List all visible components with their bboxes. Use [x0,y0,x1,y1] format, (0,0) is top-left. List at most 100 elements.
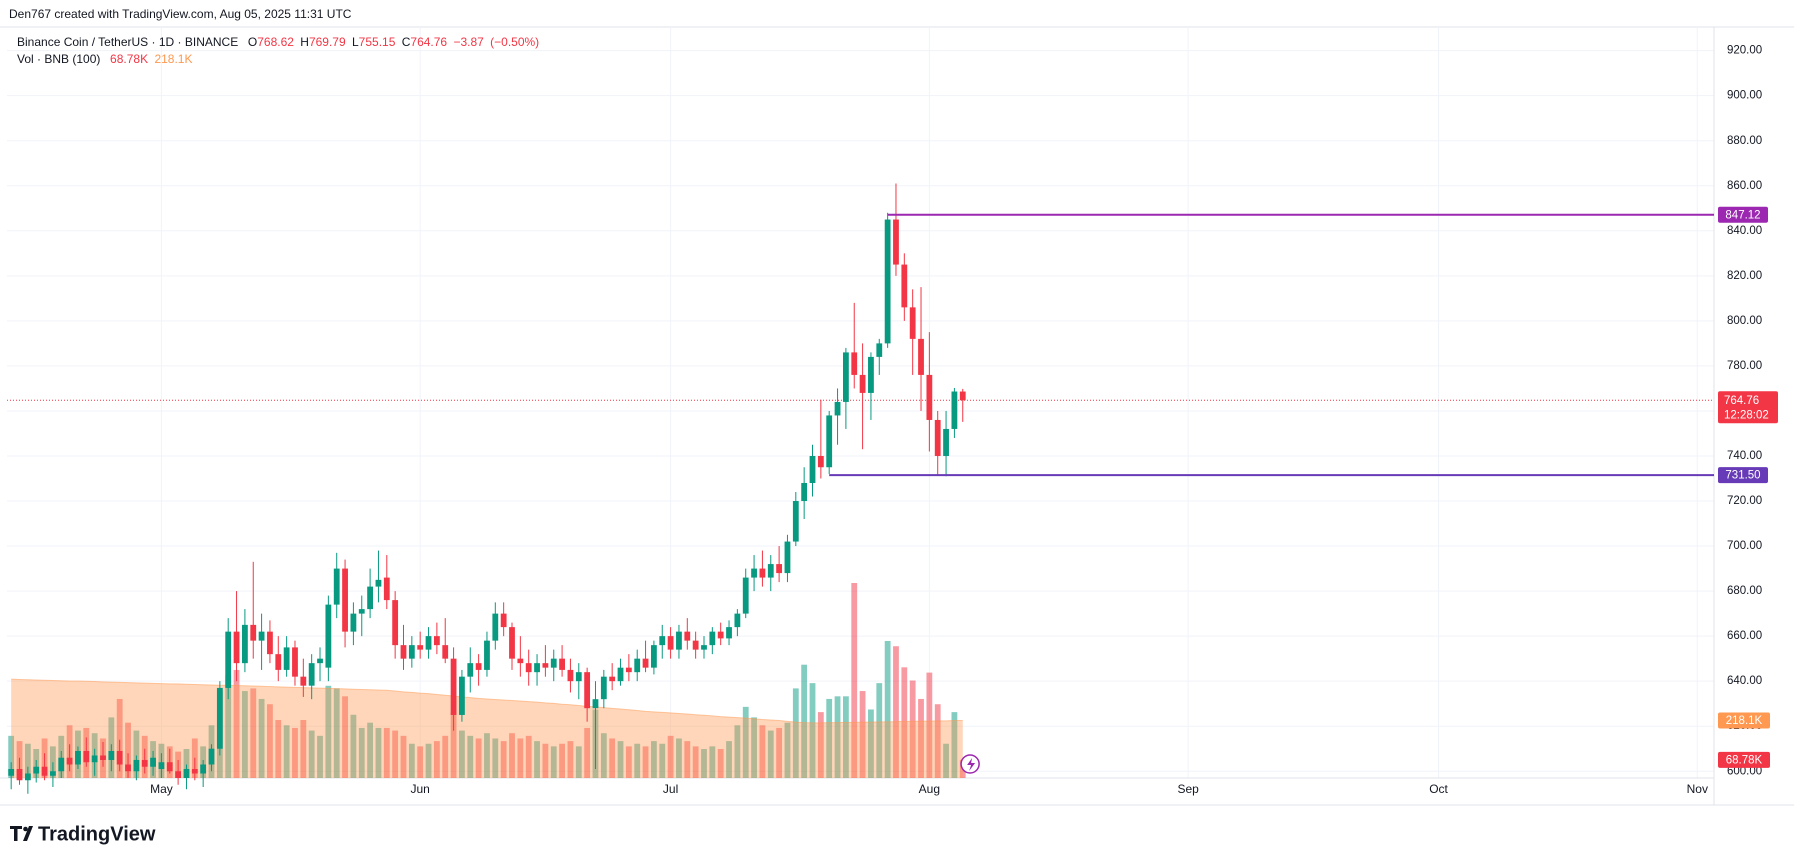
symbol: Binance Coin / TetherUS · 1D · BINANCE [17,35,239,49]
candle-body [450,658,457,715]
volume-bar [709,746,716,778]
h-label: H [300,35,309,49]
countdown: 12:28:02 [1724,409,1769,421]
candle-body [525,663,532,673]
volume-bar [893,646,899,778]
x-tick-label: Jun [411,782,430,796]
candle-body [550,658,557,668]
y-tick-label: 840.00 [1727,225,1762,237]
volume-bar [834,696,841,778]
y-tick-label: 820.00 [1727,270,1762,282]
volume-bar [300,720,307,778]
volume-marker-label: 218.1K [1726,715,1763,727]
volume-bar [559,743,565,778]
volume-bar [884,640,891,778]
volume-bar [258,698,265,778]
volume-bar [417,746,424,778]
volume-bar [425,743,432,778]
volume-bar [751,717,757,778]
y-tick-label: 860.00 [1727,180,1762,192]
volume-bar [625,746,632,778]
candle-body [41,766,48,776]
volume-ma-last: 218.1K [154,52,193,66]
volume-bar [584,727,591,778]
last-price-marker [1718,391,1778,424]
candle-body [801,483,808,502]
candle-body [625,667,632,673]
candle-body [642,658,649,668]
legend-row: Binance Coin / TetherUS · 1D · BINANCE O… [17,34,542,51]
candle-body [484,640,490,670]
candle-body [667,636,674,650]
candle-body [634,658,641,673]
volume-bar [575,746,582,778]
candle-body [726,627,732,639]
volume-bar [325,685,332,778]
legend: Binance Coin / TetherUS · 1D · BINANCE O… [17,34,542,68]
candle-body [367,586,374,610]
volume-bar [550,746,557,778]
candle-body [959,391,966,401]
volume-bar [734,725,741,778]
candle-body [208,748,215,765]
candle-body [534,663,540,673]
candle-body [492,613,499,641]
candle-body [717,631,724,639]
candle-body [325,604,332,668]
candle-body [308,663,315,686]
candle-body [16,768,23,781]
candle-body [584,672,591,709]
y-tick-label: 900.00 [1727,90,1762,102]
brand-logo [10,826,33,841]
candle-body [50,771,56,776]
volume-bar [292,727,298,778]
candle-body [842,352,849,402]
volume-bar [943,743,949,778]
volume-bar [567,741,574,778]
candle-body [358,609,365,614]
candle-body [817,455,824,468]
volume-bar [492,738,499,778]
volume-bar [283,725,290,778]
volume-bar [701,749,707,778]
volume-bar [250,688,257,778]
alert-icon-bolt [967,758,976,771]
header: Den767 created with TradingView.com, Aug… [9,7,352,21]
candle-body [75,750,81,765]
volume-bar [634,743,641,778]
candle-body [751,568,757,578]
x-tick-label: Jul [663,782,678,796]
volume-bar [350,714,357,778]
l-label: L [351,35,359,49]
open: 768.62 [257,35,294,49]
volume-bar [759,725,766,778]
candle-body [166,762,173,772]
candle-body [909,307,916,339]
candle-body [792,501,799,542]
x-tick-label: Nov [1687,782,1708,796]
volume-bar [484,733,490,778]
volume-bar [918,698,924,778]
volume-bar [8,735,15,778]
candle-body [684,631,691,641]
candle-body [659,636,666,646]
candle-body [542,663,549,668]
volume-bar [375,727,382,778]
candle-body [267,631,273,655]
volume-ma-line [11,678,963,724]
candle-body [868,356,874,393]
volume-bar [509,733,515,778]
candle-body [567,669,574,682]
candle-body [934,419,941,456]
last-price-label: 764.76 [1724,395,1759,407]
volume-bar [442,735,449,778]
candle-body [759,568,766,578]
candle-body [183,768,190,778]
volume-bar [450,712,457,778]
close: 764.76 [410,35,448,49]
candle-body [191,768,198,774]
y-tick-label: 780.00 [1727,360,1762,372]
candle-body [83,750,90,763]
x-tick-label: Sep [1177,782,1199,796]
